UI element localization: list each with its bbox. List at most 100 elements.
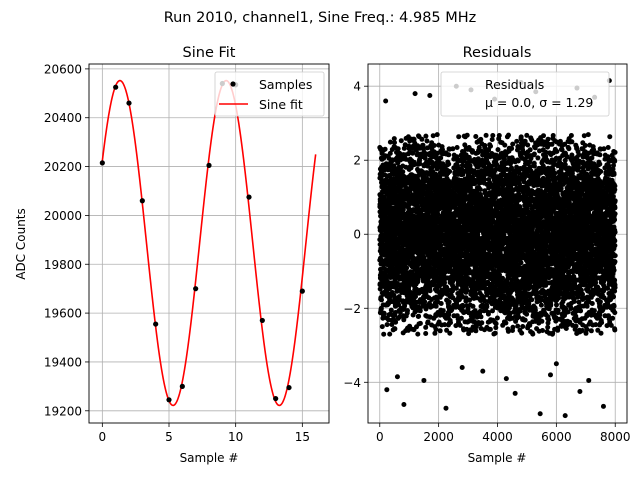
sine-fit-plot: Sine Fit 0 5 10 151920019400196001980020000… [14,45,330,465]
residuals-points [377,78,618,419]
residual-point [387,294,393,300]
residual-point [477,187,483,192]
residual-point [448,320,453,326]
residual-point [423,331,429,336]
residual-point [410,150,416,156]
residual-point [406,284,412,290]
sine-fit-ylabel: ADC Counts [14,208,28,280]
sine-fit-grid [89,64,329,423]
residual-point [485,311,491,317]
sine-fit-xtick-label: 0 [99,430,107,444]
sine-fit-line [101,79,317,407]
residual-point [442,280,447,286]
sample-point [286,384,292,391]
residual-point [484,304,490,309]
residual-point [400,169,406,175]
residual-point [424,138,430,144]
residual-point [483,132,489,138]
sine-fit-title: Sine Fit [183,45,236,61]
residual-point [388,307,394,313]
sample-point [166,397,172,403]
residual-point [389,322,395,327]
sample-point [259,317,265,324]
residual-point [407,289,413,295]
residual-point [415,331,421,337]
residual-point [400,207,406,213]
residuals-ytick-label: 2 [353,154,361,168]
residual-point [446,161,452,167]
sample-point [299,288,305,294]
sine-fit-ytick-label: 20400 [44,111,82,125]
sine-fit-legend: Samples Sine fit [214,71,325,117]
legend-sine-fit-label: Sine fit [259,97,303,112]
residual-point [446,299,452,305]
residual-point [488,143,493,149]
residual-point [398,138,404,144]
residual-point [438,301,444,306]
residual-point [447,330,453,336]
sample-point [246,194,252,200]
residual-point [520,324,526,329]
legend-samples-marker [230,81,236,87]
residual-point [479,320,485,326]
residual-point [384,274,390,280]
sample-point [273,395,279,402]
residual-point [395,146,401,152]
residual-point [417,320,423,326]
residual-point [422,299,428,305]
residual-point [379,297,384,303]
residual-point [419,136,425,142]
residual-point [519,330,525,336]
residual-point [390,157,395,163]
residual-point [423,133,429,139]
residual-point [437,328,443,334]
sine-fit-xtick-label: 10 [228,430,243,444]
residual-point [391,136,397,142]
residual-point [381,310,387,316]
residual-point [487,326,493,332]
sine-fit-ytick-label: 20000 [44,209,82,223]
residual-point [454,145,460,150]
residual-point [411,137,417,142]
sine-fit-ytick-label: 20600 [44,62,82,76]
residual-point [379,324,385,330]
residual-point [392,140,397,146]
sine-fit-ytick-label: 19200 [44,404,82,418]
residual-point [405,308,410,314]
sine-fit-ytick-label: 20200 [44,160,82,174]
residuals-ytick-label: 0 [353,228,361,242]
residuals-ytick-label: 4 [353,80,361,94]
residual-point [464,288,470,294]
residual-point [496,133,502,138]
residuals-ytick-label: −2 [343,302,361,316]
residual-point [470,303,476,309]
sine-fit-ytick-label: 19800 [44,258,82,272]
residual-point [404,265,410,271]
sample-point [193,286,199,292]
residual-point [464,132,470,138]
residual-point [447,169,453,174]
residual-point [416,313,422,319]
sine-fit-legend-box [214,71,325,117]
residual-point [482,143,488,148]
sample-point [153,321,159,327]
residual-point [518,260,524,266]
residual-point [397,309,403,315]
residuals-xtick-label: 0 [376,430,384,444]
residual-point [478,136,484,142]
residual-point [509,146,515,151]
residual-point [473,134,479,139]
sample-point [99,160,105,166]
residual-point [493,321,499,327]
residuals-ytick-label: −4 [343,376,361,390]
residual-point [393,319,399,325]
sample-point [113,84,119,90]
sample-point [179,383,185,389]
residual-point [431,143,437,148]
residual-point [478,314,484,320]
residual-point [446,152,452,158]
figure-suptitle: Run 2010, channel1, Sine Freq.: 4.985 MH… [164,10,477,26]
